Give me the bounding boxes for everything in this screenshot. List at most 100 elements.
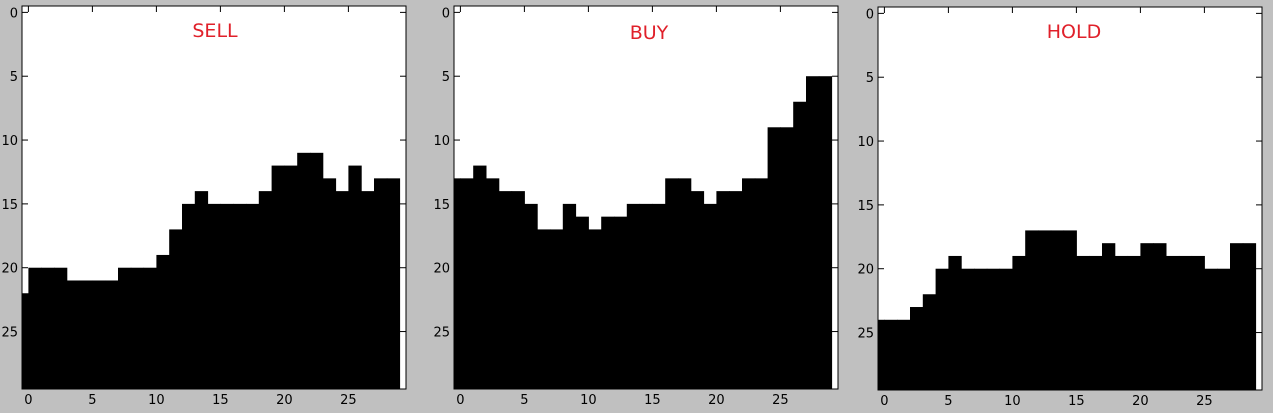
x-tick-label: 10 [580, 393, 597, 408]
area-column [1025, 230, 1039, 390]
area-column [348, 165, 362, 389]
area-column [678, 178, 692, 389]
chart-title-sell: SELL [192, 20, 238, 42]
x-tick-label: 15 [644, 393, 661, 408]
area-column [1153, 243, 1167, 390]
y-tick-label: 0 [866, 7, 874, 22]
area-column [1063, 230, 1077, 390]
area-column [79, 280, 93, 389]
plot-frame-hold [877, 6, 1263, 391]
area-column [999, 268, 1013, 390]
y-tick-label: 10 [433, 134, 450, 149]
area-column [233, 203, 247, 389]
x-tick-label: 15 [1068, 394, 1085, 409]
area-column [588, 229, 602, 389]
y-tick-label: 5 [10, 70, 18, 85]
y-tick-label: 5 [866, 71, 874, 86]
area-column [374, 178, 388, 389]
chart-title-hold: HOLD [1047, 21, 1101, 43]
area-column [1178, 255, 1193, 390]
area-column [935, 268, 949, 390]
area-column [386, 178, 401, 389]
area-column [550, 229, 564, 389]
y-tick-label: 20 [433, 262, 450, 277]
area-column [156, 254, 170, 389]
area-column [498, 191, 513, 389]
area-column [1050, 230, 1065, 390]
area-column [1114, 255, 1129, 390]
area-column [754, 178, 769, 389]
x-tick-label: 25 [1196, 394, 1213, 409]
y-tick-label: 25 [857, 327, 874, 342]
area-column [922, 294, 937, 390]
area-column [182, 203, 196, 389]
area-column [335, 191, 349, 389]
area-column [511, 191, 525, 389]
area-column [1242, 243, 1257, 390]
area-column [884, 319, 898, 390]
area-column [1038, 230, 1052, 390]
area-series-sell [22, 152, 401, 389]
area-column [310, 152, 324, 389]
area-column [665, 178, 679, 389]
area-column [1102, 243, 1116, 390]
area-column [986, 268, 1001, 390]
area-column [66, 280, 81, 389]
y-tick-label: 10 [857, 135, 874, 150]
area-column [92, 280, 106, 389]
area-column [194, 191, 209, 389]
chart-buy: 0 5 10 15 20 25 0 5 10 15 20 25 BUY [433, 5, 839, 408]
x-tick-label: 20 [1132, 394, 1149, 409]
y-tick-label: 5 [442, 70, 450, 85]
area-series-hold [878, 230, 1257, 390]
area-column [246, 203, 260, 389]
area-column [22, 293, 29, 389]
area-column [1191, 255, 1205, 390]
chart-sell: 0 5 10 15 20 25 0 5 10 15 20 25 SELL [1, 5, 407, 408]
area-column [105, 280, 119, 389]
area-column [1217, 268, 1231, 390]
x-tick-label: 25 [772, 393, 789, 408]
y-tick-label: 20 [1, 262, 18, 277]
area-column [524, 203, 538, 389]
x-tick-label: 20 [276, 393, 293, 408]
area-series-buy [454, 76, 833, 390]
area-column [626, 203, 641, 389]
area-column [703, 203, 717, 389]
area-column [614, 216, 628, 389]
area-column [454, 178, 461, 389]
area-column [1076, 255, 1090, 390]
area-column [271, 165, 285, 389]
area-column [297, 152, 311, 389]
x-tick-label: 0 [880, 394, 888, 409]
x-tick-label: 15 [212, 393, 229, 408]
area-column [780, 127, 794, 390]
y-tick-label: 25 [1, 326, 18, 341]
area-column [118, 267, 132, 389]
y-tick-label: 0 [10, 6, 18, 21]
area-column [207, 203, 221, 389]
area-column [1204, 268, 1218, 390]
y-tick-label: 15 [433, 198, 450, 213]
area-column [974, 268, 988, 390]
area-column [284, 165, 298, 389]
chart-panel-buy: 0 5 10 15 20 25 0 5 10 15 20 25 BUY [424, 0, 850, 413]
area-column [130, 267, 145, 389]
area-column [486, 178, 500, 389]
x-tick-label: 10 [148, 393, 165, 408]
y-tick-label: 0 [442, 6, 450, 21]
x-tick-label: 5 [88, 393, 96, 408]
area-column [1127, 255, 1141, 390]
area-column [878, 319, 885, 390]
area-column [41, 267, 55, 389]
y-tick-label: 20 [857, 263, 874, 278]
x-tick-label: 25 [340, 393, 357, 408]
area-column [54, 267, 68, 389]
area-column [639, 203, 653, 389]
x-tick-label: 20 [708, 393, 725, 408]
area-column [322, 178, 337, 389]
area-column [1012, 255, 1026, 390]
area-column [460, 178, 474, 389]
area-column [910, 307, 924, 390]
area-column [361, 191, 375, 389]
